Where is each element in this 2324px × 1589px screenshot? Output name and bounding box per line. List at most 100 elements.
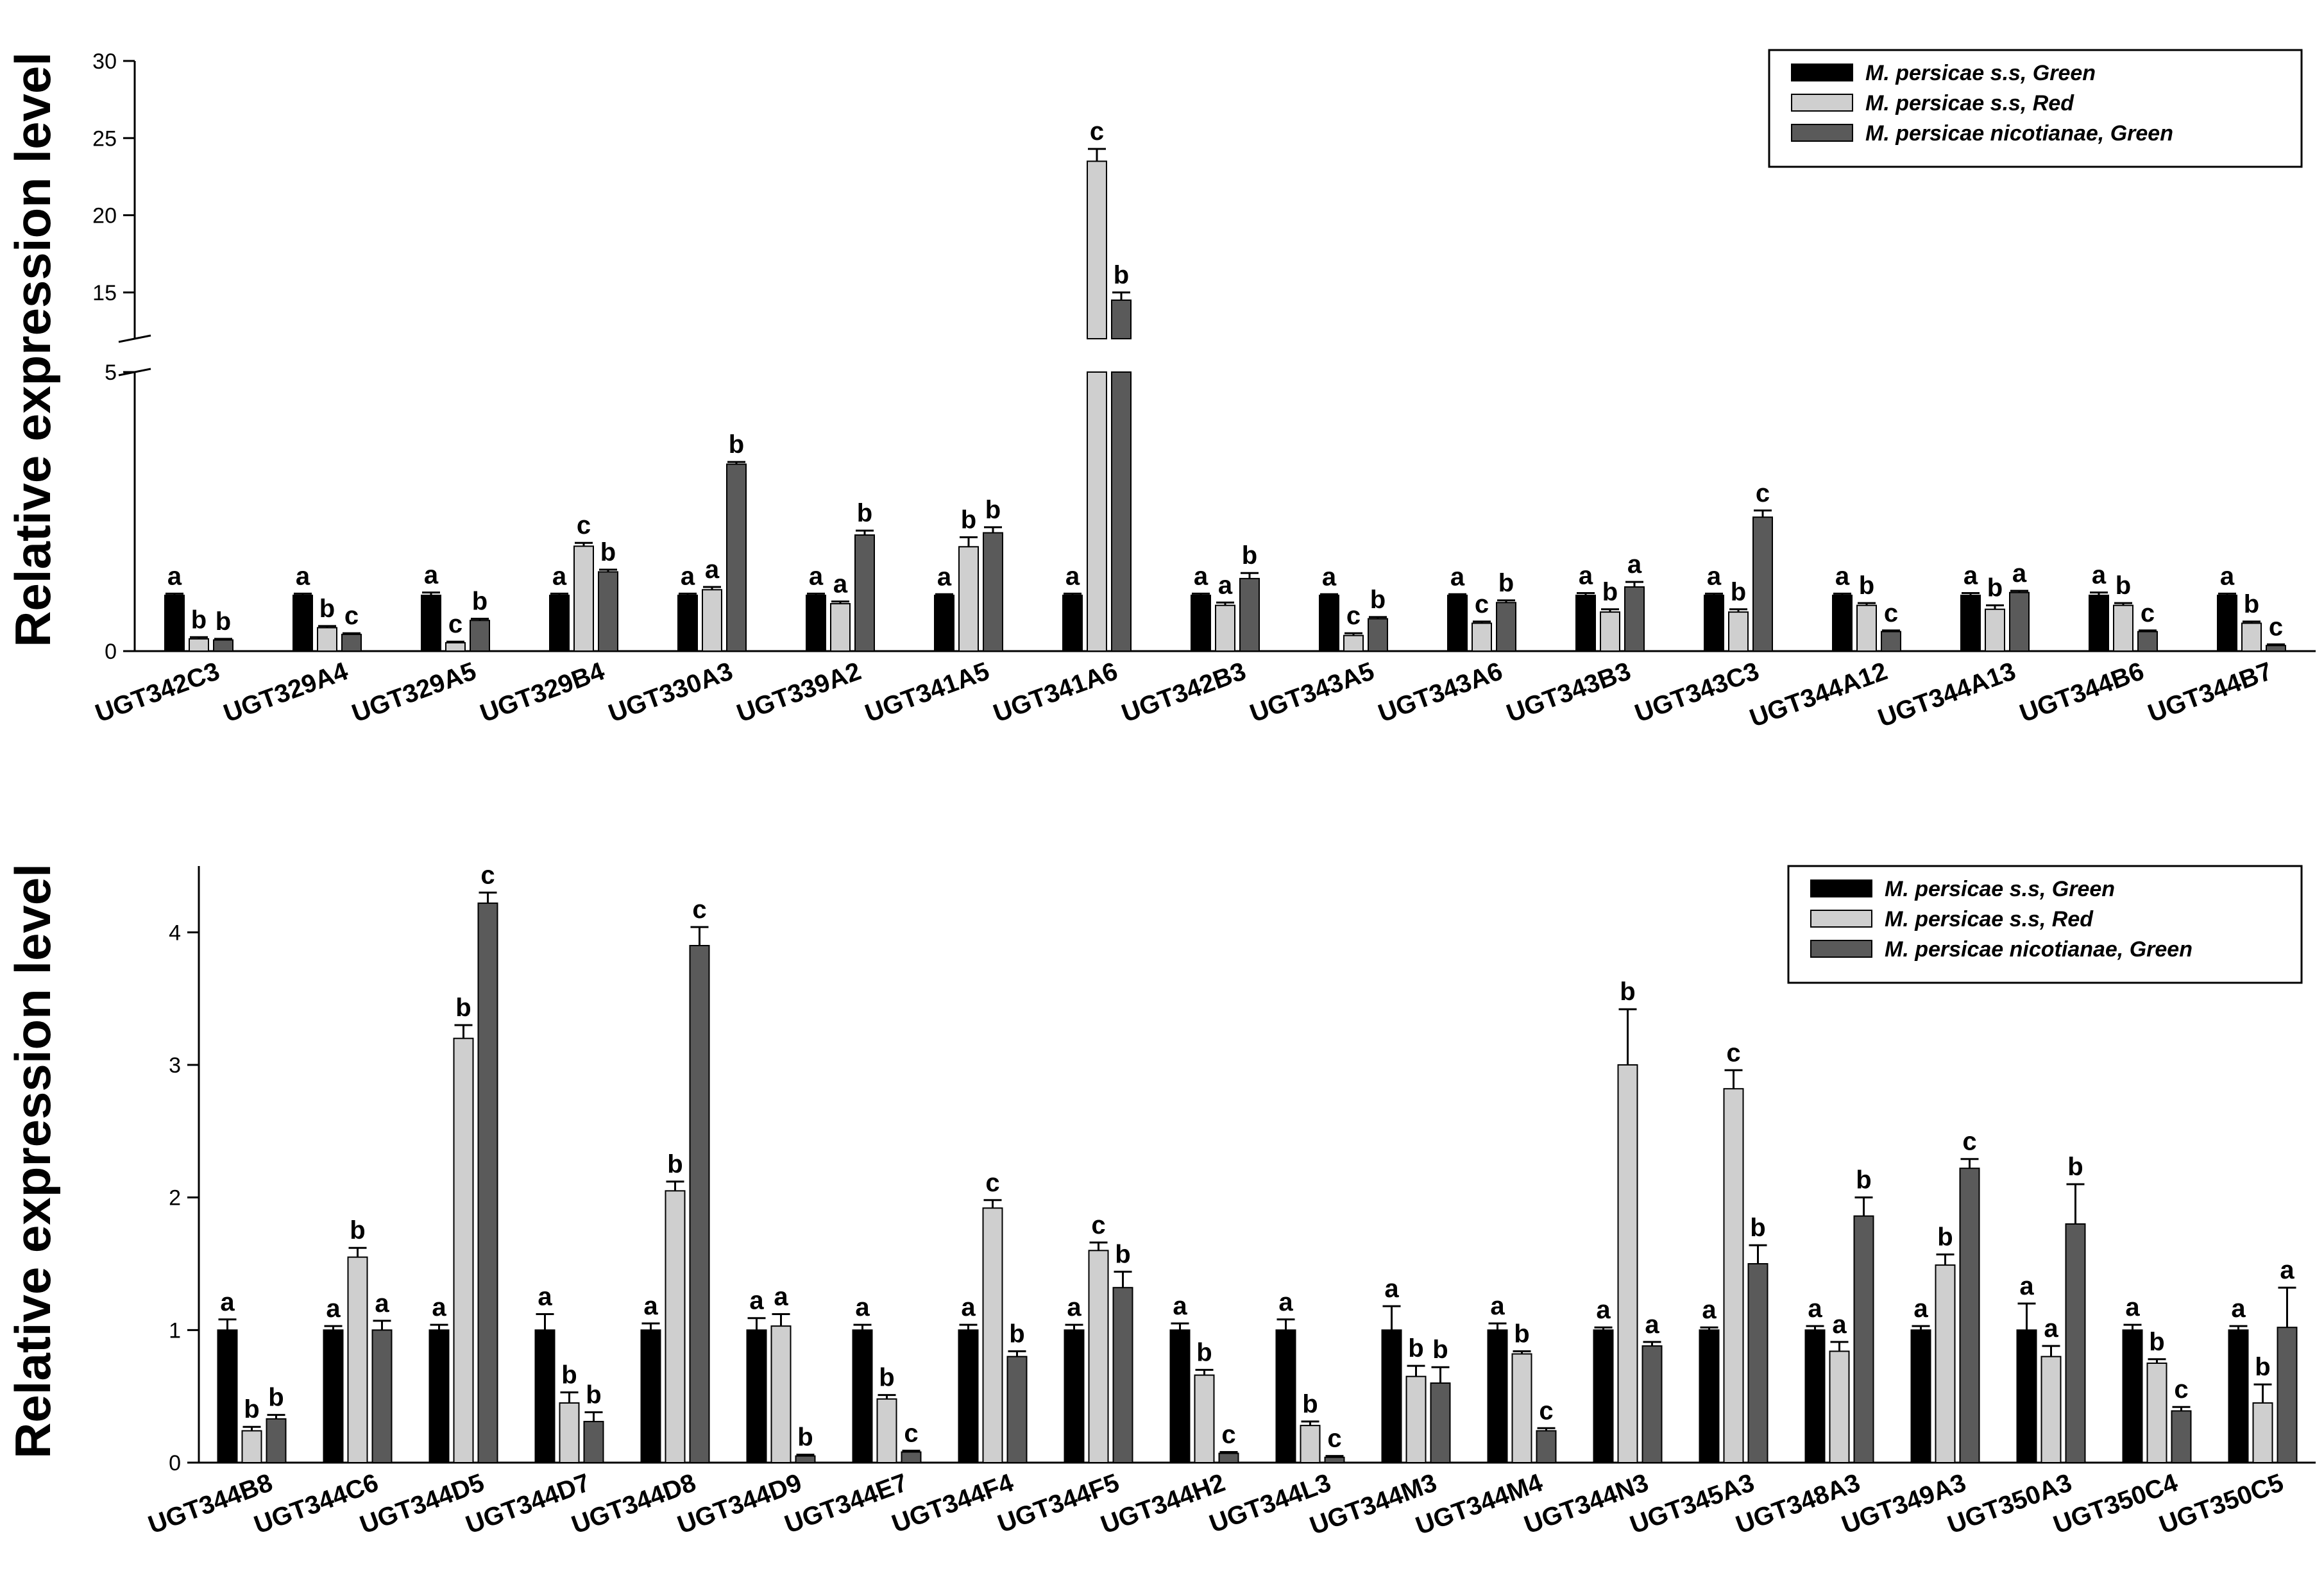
bar [1112,1287,1133,1463]
axis-break-mark [118,334,151,343]
significance-label: a [1384,1275,1399,1303]
bar [1215,604,1235,652]
significance-label: c [577,511,591,540]
bar [726,463,747,652]
significance-label: a [1707,562,1722,590]
bar [2009,591,2030,652]
significance-label: b [1859,572,1874,600]
significance-label: a [1579,562,1593,590]
category-label: UGT344B6 [2016,657,2148,728]
significance-label: a [220,1288,235,1316]
bar [1169,1329,1191,1463]
bar [1472,622,1492,652]
significance-label: b [1514,1320,1529,1348]
significance-label: b [268,1384,284,1412]
y-tick-label: 30 [92,49,117,74]
bar [1752,516,1773,652]
significance-label: b [1009,1320,1024,1348]
legend-swatch [1791,64,1853,81]
significance-label: a [2044,1314,2058,1343]
y-tick-label: 5 [105,361,117,385]
legend-box [1787,865,2303,984]
category-label: UGT342C3 [92,657,223,728]
bar [2137,631,2158,652]
category-label: UGT342B3 [1118,657,1250,728]
significance-label: a [1596,1296,1611,1324]
significance-label: b [472,588,488,616]
bar [1511,1353,1532,1464]
category-label: UGT344A12 [1746,657,1891,733]
significance-label: a [1065,562,1080,590]
bar [1088,1250,1109,1464]
bar [1881,631,1901,652]
bar [806,595,826,652]
top-y-axis-title: Relative expression level [4,52,61,647]
bar [1728,611,1749,652]
bar [1832,595,1853,652]
bar [677,595,698,652]
y-tick-label: 15 [92,281,117,305]
bar [164,595,185,652]
category-label: UGT344B7 [2144,657,2276,728]
significance-label: a [2231,1295,2246,1323]
bar [1829,1350,1850,1463]
category-label: UGT330A3 [605,657,736,728]
significance-label: a [1835,562,1850,590]
bar [1624,586,1645,652]
bar [1111,371,1132,652]
significance-label: c [1539,1397,1553,1425]
significance-label: b [1196,1338,1212,1366]
bar [341,633,362,652]
category-label: UGT344A13 [1874,657,2019,733]
bar [1368,618,1388,652]
significance-label: b [1115,1240,1130,1268]
significance-label: a [1322,563,1337,591]
category-label: UGT329A5 [348,657,480,728]
bar [317,627,337,652]
significance-label: b [350,1216,365,1245]
y-tick-label: 3 [169,1053,181,1078]
significance-label: b [2116,572,2131,600]
significance-label: b [1242,541,1257,570]
category-label: UGT343A5 [1246,657,1378,728]
y-tick-label: 25 [92,126,117,151]
bar [2040,1355,2062,1464]
significance-label: c [1091,1211,1105,1239]
significance-label: b [1937,1223,1953,1252]
bar [470,620,490,652]
significance-label: b [561,1361,577,1389]
bar [1324,1456,1345,1464]
significance-label: a [2019,1272,2034,1300]
significance-label: a [961,1293,976,1321]
bar [428,1329,450,1463]
bar [901,1451,922,1463]
category-label: UGT343A6 [1375,657,1506,728]
legend-entry: M. persicae nicotianae, Green [1865,121,2173,146]
significance-label: b [1114,261,1129,289]
bar [2113,604,2133,652]
bar [1430,1382,1451,1463]
significance-label: a [538,1283,552,1311]
significance-label: b [191,606,207,634]
bar [1062,595,1083,652]
bottom-y-axis-title: Relative expression level [4,863,61,1459]
significance-label: a [1173,1292,1187,1320]
significance-label: c [2174,1375,2188,1404]
significance-label: b [985,496,1001,524]
bar [1300,1425,1321,1463]
bar [1447,595,1468,652]
bar [770,1325,792,1463]
legend-entry: M. persicae nicotianae, Green [1885,937,2193,962]
bar [689,945,710,1463]
category-label: UGT329B4 [477,657,609,728]
significance-label: a [1702,1296,1717,1324]
significance-label: a [1808,1295,1822,1323]
bar [2171,1410,2192,1463]
category-label: UGT344F4 [888,1468,1018,1538]
bar [2016,1329,2037,1463]
bar [1960,595,1981,652]
significance-label: a [2280,1256,2294,1284]
significance-label: c [985,1169,999,1197]
bar [241,1430,262,1463]
significance-label: c [1756,479,1770,507]
